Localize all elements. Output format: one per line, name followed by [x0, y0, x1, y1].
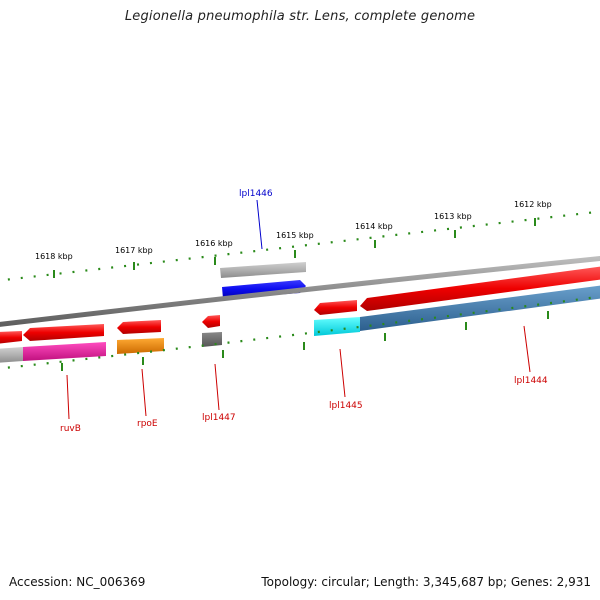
map-title: Legionella pneumophila str. Lens, comple… — [124, 9, 476, 24]
accession-text: Accession: NC_006369 — [9, 575, 146, 589]
cds-rpoE — [117, 338, 164, 354]
gene-label-lpl1445: lpl1445 — [329, 401, 363, 411]
label-leaders — [66, 199, 531, 420]
gene-arrow-lpl1445 — [314, 300, 357, 315]
inner-ruler — [0, 295, 600, 371]
gene-label-lpl1444: lpl1444 — [514, 376, 548, 386]
cds-lpl1445 — [314, 317, 360, 336]
gene-arrow-grey-upper — [220, 262, 306, 278]
gene-labels: lpl1446 ruvB rpoE lpl1447 lpl1445 lpl144… — [60, 189, 548, 434]
cds-lpl1444 — [360, 285, 600, 331]
genome-backbone — [0, 255, 600, 327]
tick-label: 1614 kbp — [355, 222, 393, 231]
tick-label: 1613 kbp — [434, 212, 472, 221]
genome-summary-text: Topology: circular; Length: 3,345,687 bp… — [261, 575, 591, 589]
gene-arrow-rpoE — [117, 320, 161, 334]
gene-arrow-ruvB — [23, 324, 104, 341]
leader-lpl1446 — [256, 199, 263, 250]
leader-lpl1444 — [523, 325, 531, 373]
gene-label-lpl1447: lpl1447 — [202, 413, 236, 423]
outer-ruler — [0, 210, 600, 282]
leader-ruvB — [66, 374, 70, 420]
ruler-labels: 1618 kbp 1617 kbp 1616 kbp 1615 kbp 1614… — [35, 200, 552, 261]
tick-label: 1615 kbp — [276, 231, 314, 240]
gene-label-rpoE: rpoE — [137, 419, 158, 429]
leader-rpoE — [141, 368, 147, 417]
tick-label: 1616 kbp — [195, 239, 233, 248]
gene-arrow-lpl1447 — [202, 315, 220, 328]
reverse-strand-features — [0, 266, 600, 363]
gene-label-lpl1446: lpl1446 — [239, 189, 273, 199]
leader-lpl1447 — [214, 363, 220, 411]
gene-arrow-red-left — [0, 331, 22, 344]
tick-label: 1617 kbp — [115, 246, 153, 255]
leader-lpl1445 — [339, 348, 346, 398]
cds-lpl1447 — [202, 332, 222, 347]
tick-label: 1618 kbp — [35, 252, 73, 261]
cds-ruvB — [23, 342, 106, 361]
gene-arrow-lpl1444 — [360, 266, 600, 311]
gene-label-ruvB: ruvB — [60, 424, 81, 434]
cds-grey-left — [0, 347, 23, 363]
tick-label: 1612 kbp — [514, 200, 552, 209]
